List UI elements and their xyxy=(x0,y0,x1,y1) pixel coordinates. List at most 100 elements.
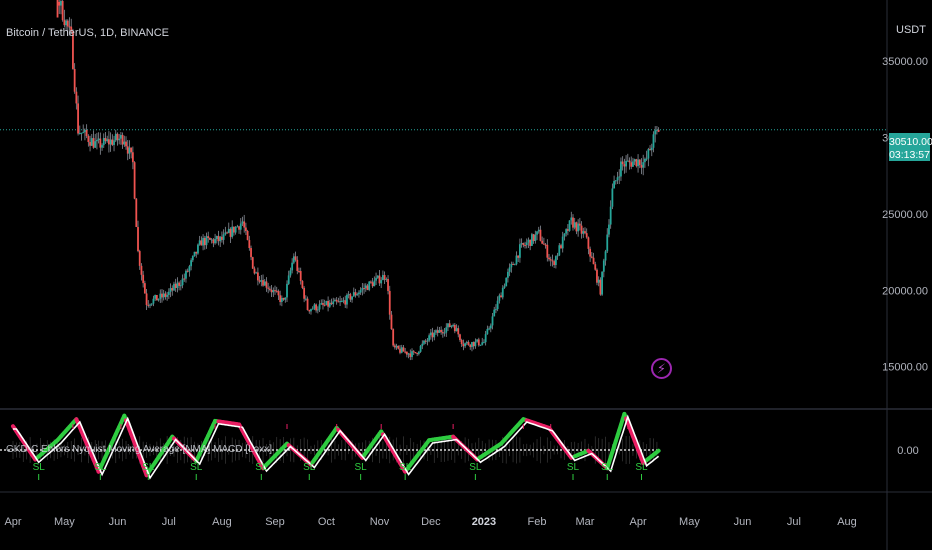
candle-body xyxy=(209,237,211,240)
candle-body xyxy=(426,340,429,342)
candle-body xyxy=(284,297,287,300)
candle-body xyxy=(221,236,223,240)
candle-body xyxy=(520,243,523,245)
candle-body xyxy=(438,329,441,333)
candle-body xyxy=(510,263,513,268)
candle-body xyxy=(227,228,230,233)
candle-body xyxy=(166,294,169,297)
candle-body xyxy=(512,263,514,265)
candle-body xyxy=(587,237,590,249)
candle-body xyxy=(513,264,516,266)
candle-body xyxy=(358,292,360,295)
candle-body xyxy=(169,288,172,292)
candle-body xyxy=(351,296,353,300)
candle-body xyxy=(114,133,117,141)
candle-body xyxy=(195,251,198,254)
candle-body xyxy=(524,245,526,247)
candle-body xyxy=(96,139,98,142)
candle-body xyxy=(443,332,446,334)
candle-body xyxy=(323,304,326,306)
candle-body xyxy=(387,279,389,291)
candle-body xyxy=(143,283,146,294)
x-tick-label: May xyxy=(679,516,700,528)
candle-body xyxy=(368,281,371,290)
candle-body xyxy=(649,149,651,151)
candle-body xyxy=(405,351,408,355)
candle-body xyxy=(313,304,316,309)
candle-body xyxy=(450,325,453,327)
candle-body xyxy=(231,226,234,237)
candle-body xyxy=(554,256,557,265)
candle-body xyxy=(304,298,307,300)
candle-body xyxy=(618,176,621,178)
bar-countdown: 03:13:57 xyxy=(889,149,930,161)
candle-body xyxy=(159,293,162,299)
candle-body xyxy=(238,226,240,230)
candle-body xyxy=(635,159,638,167)
candle-body xyxy=(318,304,321,310)
candle-body xyxy=(433,332,436,338)
candle-body xyxy=(359,290,362,293)
candle-body xyxy=(241,221,244,224)
candle-body xyxy=(108,139,110,145)
lightning-icon[interactable]: ⚡ xyxy=(651,358,672,379)
candle-body xyxy=(337,301,340,303)
candle-body xyxy=(597,279,600,283)
candle-body xyxy=(455,328,458,332)
candle-body xyxy=(625,160,627,167)
candle-body xyxy=(234,227,237,233)
candle-body xyxy=(626,160,629,162)
candle-body xyxy=(361,287,364,291)
candle-body xyxy=(483,342,485,344)
candle-body xyxy=(380,280,383,284)
candle-body xyxy=(592,257,595,265)
candle-body xyxy=(457,328,460,335)
candle-body xyxy=(568,220,571,231)
candle-body xyxy=(306,298,309,310)
candle-body xyxy=(202,237,204,246)
candle-body xyxy=(424,340,427,342)
candle-body xyxy=(292,256,295,263)
candle-body xyxy=(176,282,179,288)
candle-body xyxy=(330,302,333,305)
candle-body xyxy=(517,255,520,258)
candle-body xyxy=(534,234,537,242)
candle-body xyxy=(402,347,405,352)
candle-body xyxy=(291,262,294,271)
candle-body xyxy=(493,309,496,317)
candle-body xyxy=(298,270,300,272)
candle-body xyxy=(572,217,574,228)
candle-body xyxy=(352,292,355,297)
candle-body xyxy=(484,334,487,343)
candle-body xyxy=(250,248,252,258)
candle-body xyxy=(70,26,73,32)
candle-body xyxy=(399,348,401,353)
candle-body xyxy=(128,147,131,154)
candle-body xyxy=(366,285,369,290)
x-tick-label: Nov xyxy=(370,516,390,528)
candle-body xyxy=(577,223,580,232)
candle-body xyxy=(58,1,61,6)
candle-body xyxy=(167,291,170,295)
signal-marker-label: SL xyxy=(601,462,614,473)
candle-body xyxy=(320,303,323,305)
x-tick-label: Oct xyxy=(318,516,335,528)
candle-body xyxy=(436,330,439,333)
candle-body xyxy=(99,138,102,148)
candle-body xyxy=(371,282,374,287)
candle-body xyxy=(349,294,352,300)
candle-body xyxy=(565,229,568,234)
candle-body xyxy=(104,138,107,142)
candle-body xyxy=(275,290,278,292)
candle-body xyxy=(522,243,525,246)
candle-body xyxy=(596,269,598,283)
candle-body xyxy=(179,285,182,287)
candle-body xyxy=(339,301,341,303)
candle-body xyxy=(150,303,153,305)
candle-body xyxy=(185,270,187,279)
candle-body xyxy=(210,239,213,241)
candle-body xyxy=(311,308,314,310)
candle-body xyxy=(73,68,76,92)
